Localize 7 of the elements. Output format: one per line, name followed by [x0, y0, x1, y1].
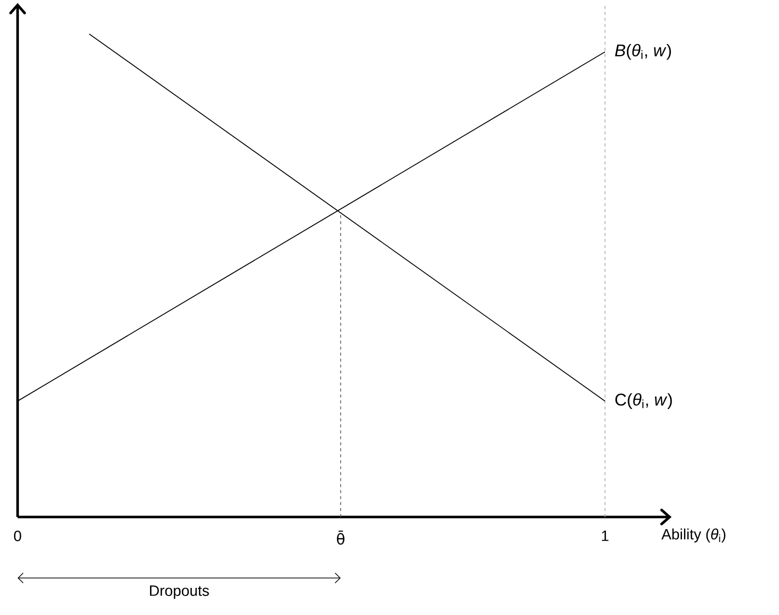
- series-label: B(θ$_{i}$, w): [615, 44, 671, 60]
- x-tick-label: 1: [602, 530, 608, 541]
- series-label: C(θ$_{i}$, w): [615, 393, 672, 409]
- x-tick-label: θ̄: [336, 530, 344, 545]
- x-tick-label: 0: [14, 530, 22, 542]
- x-axis-title: Ability (θ$_{i}$): [661, 528, 726, 542]
- text: Dropouts: [150, 586, 209, 599]
